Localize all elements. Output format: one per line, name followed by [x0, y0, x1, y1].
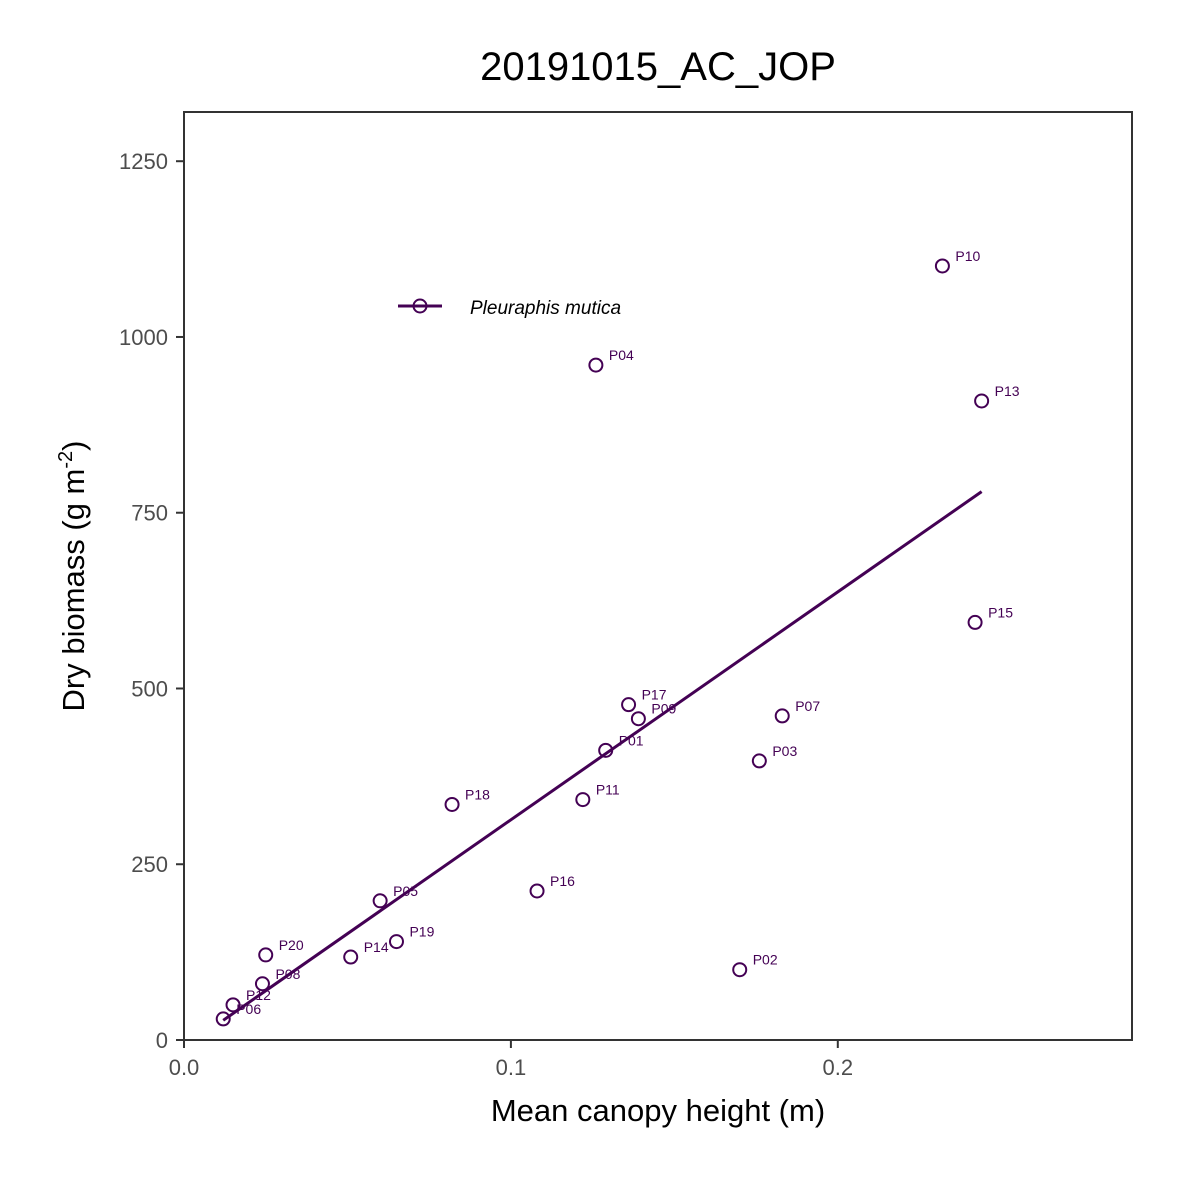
- data-point-p02: [732, 962, 748, 978]
- point-label-p18: P18: [465, 786, 490, 802]
- point-label-p20: P20: [279, 937, 304, 953]
- plot-panel: [183, 111, 1133, 1041]
- point-label-p12: P12: [246, 987, 271, 1003]
- data-point-p11: [575, 792, 591, 808]
- data-point-p17: [621, 697, 637, 713]
- data-point-p04: [588, 357, 604, 373]
- point-label-p04: P04: [609, 347, 634, 363]
- data-point-p14: [343, 949, 359, 965]
- legend-label: Pleuraphis mutica: [470, 298, 621, 319]
- point-label-p02: P02: [753, 952, 778, 968]
- point-label-p01: P01: [619, 732, 644, 748]
- point-label-p10: P10: [955, 248, 980, 264]
- y-axis: 0 250 500 750 1000 1250: [119, 149, 184, 1053]
- data-point-p16: [529, 883, 545, 899]
- y-axis-title-main: Dry biomass (g m: [56, 469, 91, 712]
- point-label-p17: P17: [642, 687, 667, 703]
- y-tick-label: 1000: [119, 325, 168, 350]
- data-point-p12: [225, 997, 241, 1013]
- point-label-p19: P19: [409, 924, 434, 940]
- x-tick-label: 0.0: [169, 1055, 200, 1080]
- data-point-p08: [254, 976, 270, 992]
- y-tick-label: 1250: [119, 149, 168, 174]
- point-label-p09: P09: [651, 701, 676, 717]
- legend-point: [412, 298, 428, 314]
- data-point-p19: [388, 934, 404, 950]
- point-label-p15: P15: [988, 604, 1013, 620]
- point-label-p06: P06: [236, 1001, 261, 1017]
- x-tick-label: 0.1: [496, 1055, 527, 1080]
- chart-title: 20191015_AC_JOP: [480, 45, 836, 89]
- data-point-p01: [598, 742, 614, 758]
- y-tick-label: 0: [156, 1028, 168, 1053]
- data-point-p03: [751, 753, 767, 769]
- data-point-p05: [372, 893, 388, 909]
- x-axis-title: Mean canopy height (m): [491, 1093, 825, 1128]
- data-point-p13: [974, 393, 990, 409]
- x-axis: 0.0 0.1 0.2: [169, 1040, 853, 1080]
- point-label-p03: P03: [772, 743, 797, 759]
- y-tick-label: 750: [131, 501, 168, 526]
- point-label-p05: P05: [393, 883, 418, 899]
- data-points: [215, 258, 990, 1027]
- data-point-p09: [630, 711, 646, 727]
- y-axis-title-end: ): [56, 441, 91, 451]
- data-point-p15: [967, 614, 983, 630]
- y-tick-label: 500: [131, 676, 168, 701]
- y-axis-title-superscript: -2: [55, 451, 77, 469]
- data-point-p20: [258, 947, 274, 963]
- y-tick-label: 250: [131, 852, 168, 877]
- y-axis-title: Dry biomass (g m-2): [55, 441, 91, 712]
- point-label-p16: P16: [550, 873, 575, 889]
- data-point-p18: [444, 796, 460, 812]
- data-point-p10: [934, 258, 950, 274]
- point-label-p13: P13: [995, 383, 1020, 399]
- data-point-p07: [774, 708, 790, 724]
- point-label-p08: P08: [275, 966, 300, 982]
- x-tick-label: 0.2: [822, 1055, 853, 1080]
- legend: Pleuraphis mutica: [398, 298, 621, 319]
- point-label-p11: P11: [596, 782, 620, 798]
- point-label-p07: P07: [795, 698, 820, 714]
- data-point-p06: [215, 1011, 231, 1027]
- point-labels: P01 P02 P03 P04 P05 P06 P07 P08 P09 P10 P11 P12 P13 P…: [236, 248, 1020, 1017]
- point-label-p14: P14: [364, 939, 389, 955]
